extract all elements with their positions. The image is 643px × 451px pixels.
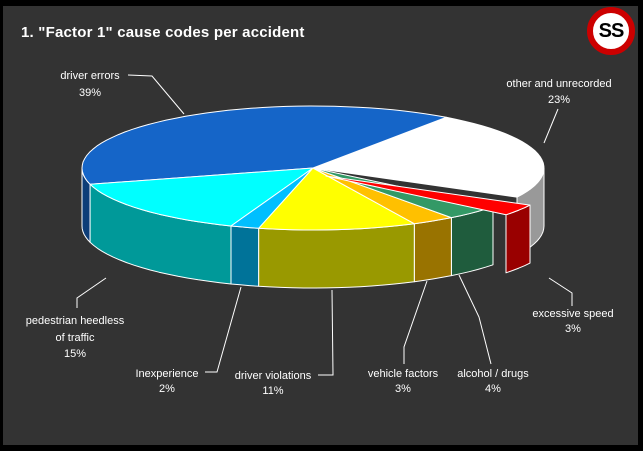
leader-line-inexperience xyxy=(205,286,242,373)
pie-slice-top-excessive-speed xyxy=(325,175,531,216)
leader-line-driver-violations xyxy=(318,289,334,376)
ss-logo-text: SS xyxy=(598,20,625,42)
ss-logo: SS xyxy=(587,7,635,55)
slice-percent-excessive-speed: 3% xyxy=(565,323,581,335)
slice-percent-pedestrian-heedless-of-traffic: 15% xyxy=(64,348,86,360)
pie-slice-top-pedestrian-heedless-of-traffic xyxy=(89,167,314,227)
slice-label-other-and-unrecorded: other and unrecorded xyxy=(506,78,611,90)
pie-slice-top-other-and-unrecorded xyxy=(312,116,545,198)
pie-slice-top-driver-errors xyxy=(81,105,447,185)
leader-line-pedestrian-heedless-of-traffic xyxy=(76,277,107,308)
slice-percent-driver-errors: 39% xyxy=(79,87,101,99)
leader-line-vehicle-factors xyxy=(403,280,428,364)
leader-line-excessive-speed xyxy=(548,277,573,306)
slice-percent-alcohol-drugs: 4% xyxy=(485,383,501,395)
leader-line-other-and-unrecorded xyxy=(543,108,559,144)
slice-percent-driver-violations: 11% xyxy=(262,385,283,397)
slice-percent-other-and-unrecorded: 23% xyxy=(548,94,570,106)
leader-line-alcohol-drugs xyxy=(458,274,492,365)
pie-slice-side-inexperience xyxy=(230,225,260,287)
slice-label-vehicle-factors: vehicle factors xyxy=(368,368,439,380)
slice-label-pedestrian-heedless-of-traffic: of traffic xyxy=(56,332,95,344)
slice-percent-vehicle-factors: 3% xyxy=(395,383,411,395)
pie-slice-side-driver-violations xyxy=(258,223,415,289)
pie-slice-top-driver-violations xyxy=(258,167,415,231)
slice-percent-inexperience: 2% xyxy=(159,383,175,395)
leader-line-driver-errors xyxy=(127,74,185,115)
slice-label-inexperience: Inexperience xyxy=(136,368,199,380)
pie-slice-side-alcohol-drugs xyxy=(450,206,494,277)
pie-slice-side-vehicle-factors xyxy=(413,217,452,283)
slice-label-pedestrian-heedless-of-traffic: pedestrian heedless xyxy=(26,315,125,327)
chart-title: 1. "Factor 1" cause codes per accident xyxy=(21,24,305,41)
slice-label-driver-errors: driver errors xyxy=(60,70,120,82)
pie-slice-side-excessive-speed xyxy=(505,204,531,274)
slice-label-excessive-speed: excessive speed xyxy=(532,308,613,320)
slice-label-driver-violations: driver violations xyxy=(235,370,312,382)
slice-label-alcohol-drugs: alcohol / drugs xyxy=(457,368,529,380)
